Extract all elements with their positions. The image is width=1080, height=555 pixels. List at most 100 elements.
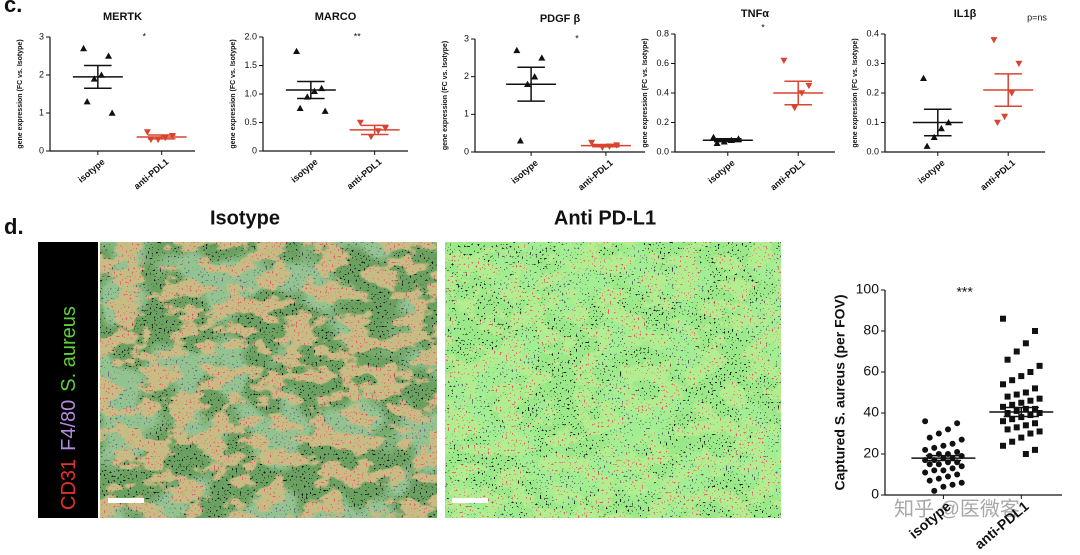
data-point bbox=[1013, 407, 1020, 414]
y-tick-label: 60 bbox=[863, 363, 879, 379]
data-point bbox=[1001, 113, 1009, 121]
data-point bbox=[147, 136, 155, 144]
data-point bbox=[296, 104, 304, 112]
data-point bbox=[1009, 416, 1016, 423]
data-point bbox=[1022, 422, 1029, 429]
x-tick-label: anti-PDL1 bbox=[768, 158, 807, 193]
x-tick-label: anti-PDL1 bbox=[576, 158, 615, 193]
data-point bbox=[1032, 405, 1039, 412]
y-tick-label: 1 bbox=[464, 109, 469, 119]
chart: Captured S. aureus (per FOV) 0 20 40 60 80 100… bbox=[832, 281, 1062, 552]
panel-label: d. bbox=[4, 214, 24, 239]
error-bar bbox=[360, 124, 389, 136]
data-point bbox=[922, 469, 929, 476]
panel-label: c. bbox=[4, 0, 22, 17]
data-point bbox=[1000, 442, 1007, 449]
data-point bbox=[922, 418, 929, 425]
data-point bbox=[154, 136, 162, 144]
y-tick-label: 0.0 bbox=[866, 146, 879, 156]
chart-title: TNFα bbox=[741, 8, 769, 20]
data-point bbox=[1022, 451, 1029, 457]
y-tick-label: 3 bbox=[39, 31, 44, 41]
image-title: Isotype bbox=[210, 207, 280, 229]
data-point bbox=[1027, 430, 1034, 437]
chart-title: IL1β bbox=[954, 8, 977, 20]
data-point bbox=[958, 463, 965, 470]
data-point bbox=[1000, 381, 1007, 388]
data-point bbox=[1000, 315, 1007, 322]
data-point bbox=[958, 436, 965, 443]
data-point bbox=[993, 119, 1001, 126]
data-point bbox=[538, 54, 546, 61]
data-point bbox=[805, 82, 813, 90]
chart-title: PDGF β bbox=[540, 13, 581, 25]
data-point bbox=[1000, 418, 1007, 425]
data-point bbox=[1009, 401, 1016, 408]
data-point bbox=[940, 442, 947, 449]
error-bar bbox=[994, 73, 1022, 108]
error-bar bbox=[592, 143, 620, 148]
data-point bbox=[513, 46, 521, 54]
data-point bbox=[780, 57, 788, 65]
annotation: *** bbox=[956, 284, 973, 300]
data-point bbox=[1018, 434, 1025, 441]
data-point bbox=[926, 434, 933, 441]
stain-label: F4/80 bbox=[58, 400, 80, 451]
data-point bbox=[922, 446, 929, 453]
data-point bbox=[1027, 369, 1034, 375]
data-point bbox=[90, 75, 98, 82]
data-point bbox=[293, 47, 301, 55]
chart-title: MERTK bbox=[103, 11, 142, 23]
y-tick-label: 2 bbox=[464, 71, 469, 81]
chart: TNFα gene expression (FC vs. Isotype) 0.0 0… bbox=[642, 8, 835, 192]
watermark: 知乎 @医微客 bbox=[894, 497, 1020, 520]
axes bbox=[474, 39, 645, 153]
data-point bbox=[1036, 428, 1043, 435]
data-point bbox=[143, 129, 151, 136]
data-point bbox=[1036, 410, 1043, 416]
data-point bbox=[1004, 426, 1011, 433]
chart: MARCO gene expression (FC vs. Isotype) 0 0.… bbox=[230, 11, 408, 191]
x-tick-label: anti-PDL1 bbox=[978, 158, 1017, 193]
data-point bbox=[310, 87, 318, 94]
data-point bbox=[949, 481, 956, 488]
data-point bbox=[588, 139, 596, 147]
y-axis-label: gene expression (FC vs. Isotype) bbox=[642, 38, 649, 147]
data-point bbox=[1009, 377, 1016, 384]
y-tick-label: 1.0 bbox=[244, 88, 257, 98]
x-tick-label: isotype bbox=[76, 157, 107, 185]
data-point bbox=[516, 137, 524, 144]
data-point bbox=[923, 142, 931, 149]
data-point bbox=[83, 98, 91, 105]
data-point bbox=[1027, 397, 1034, 404]
y-tick-label: 0.1 bbox=[866, 117, 879, 127]
stain-label: S. aureus bbox=[58, 306, 80, 392]
data-point bbox=[931, 444, 938, 451]
error-bar bbox=[714, 137, 742, 143]
y-tick-label: 0.5 bbox=[244, 117, 257, 127]
y-axis-label: gene expression (FC vs. Isotype) bbox=[230, 39, 237, 148]
data-point bbox=[926, 477, 933, 484]
data-point bbox=[1015, 60, 1023, 67]
data-point bbox=[1032, 446, 1039, 453]
data-point bbox=[1000, 403, 1007, 410]
data-point bbox=[80, 44, 88, 52]
x-tick-label: isotype bbox=[509, 158, 540, 186]
data-point bbox=[321, 107, 329, 114]
data-point bbox=[531, 73, 539, 80]
annotation: * bbox=[575, 33, 579, 43]
stain-labels: CD31 F4/80 S. aureus bbox=[58, 306, 80, 510]
data-point bbox=[931, 467, 938, 474]
data-point bbox=[958, 479, 965, 486]
error-bar bbox=[297, 80, 325, 100]
data-point bbox=[944, 473, 951, 480]
data-point bbox=[713, 139, 721, 146]
chart-title: MARCO bbox=[315, 11, 357, 23]
data-point bbox=[1008, 90, 1016, 97]
y-tick-label: 0 bbox=[871, 486, 879, 502]
image-title: Anti PD-L1 bbox=[554, 207, 656, 229]
annotation: ** bbox=[354, 31, 362, 41]
data-point bbox=[791, 104, 799, 112]
data-point bbox=[1022, 389, 1029, 396]
data-point bbox=[935, 430, 942, 437]
